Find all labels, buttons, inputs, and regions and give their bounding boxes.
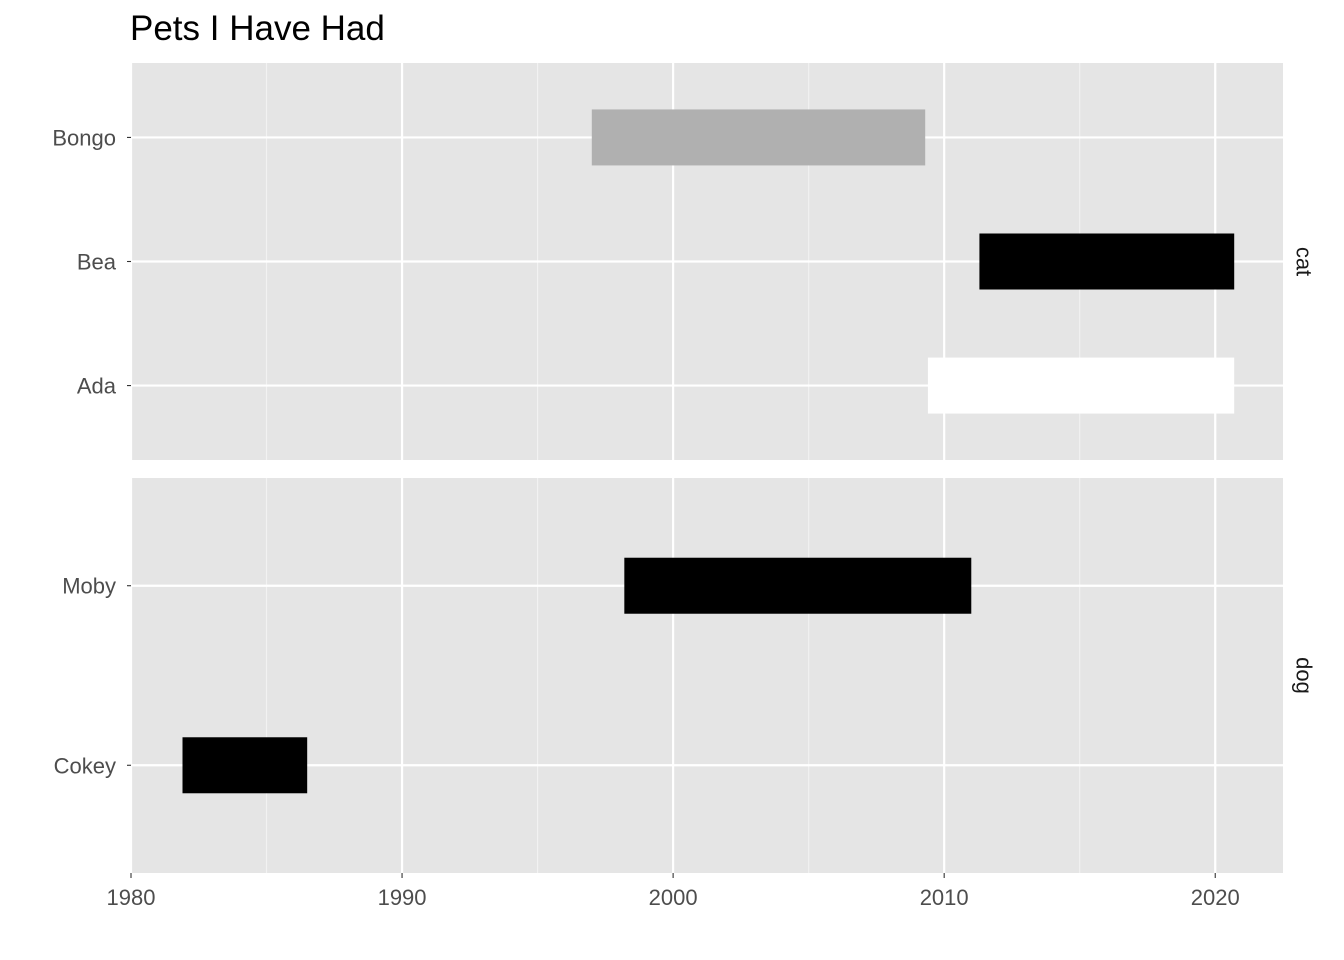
x-axis: 1980 1990 2000 2010 2020 <box>107 873 1240 910</box>
panel-background <box>131 478 1283 873</box>
facet-panel-dog: Moby Cokey dog <box>54 478 1317 873</box>
x-tick-label-1980: 1980 <box>107 885 156 910</box>
x-tick-label-1990: 1990 <box>378 885 427 910</box>
x-tick-label-2000: 2000 <box>649 885 698 910</box>
facet-strip-label-dog: dog <box>1292 657 1317 694</box>
bar-bongo <box>591 109 926 166</box>
bar-moby <box>624 557 972 614</box>
bar-bea <box>979 233 1235 290</box>
facet-panels: Bongo Bea Ada cat Moby Cokey dog <box>52 63 1317 873</box>
x-tick-label-2020: 2020 <box>1191 885 1240 910</box>
bar-ada <box>927 357 1235 414</box>
y-tick-label-bea: Bea <box>77 250 117 275</box>
y-tick-label-cokey: Cokey <box>54 753 116 778</box>
facet-strip-label-cat: cat <box>1292 247 1317 276</box>
y-tick-label-moby: Moby <box>62 574 116 599</box>
x-tick-label-2010: 2010 <box>920 885 969 910</box>
bar-cokey <box>182 737 308 794</box>
chart-title: Pets I Have Had <box>130 9 385 48</box>
y-tick-label-ada: Ada <box>77 374 117 399</box>
y-tick-label-bongo: Bongo <box>52 125 116 150</box>
facet-panel-cat: Bongo Bea Ada cat <box>52 63 1317 460</box>
